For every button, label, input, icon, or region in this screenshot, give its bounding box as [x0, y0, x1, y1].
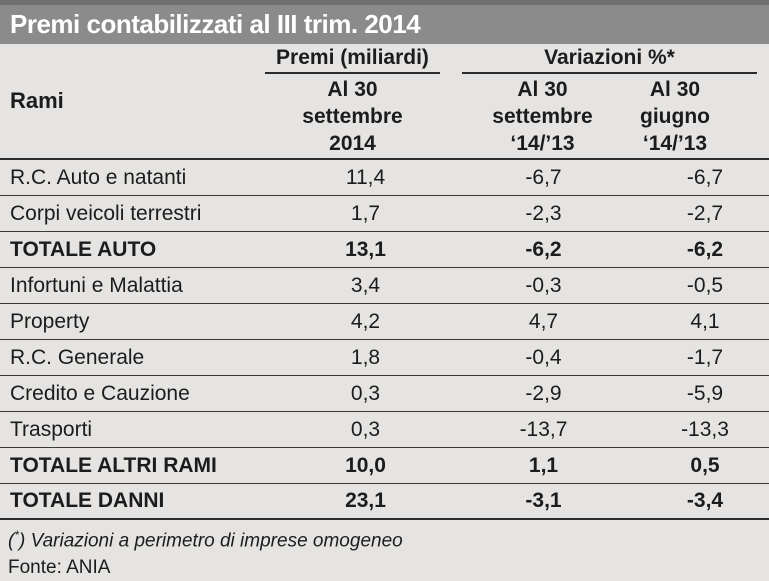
cell-ramo: TOTALE ALTRI RAMI — [10, 453, 217, 477]
table-header: Rami Premi (miliardi) Variazioni %* Al 3… — [0, 44, 769, 160]
cell-premi: 4,2 — [350, 309, 381, 333]
table-row: Trasporti 0,3 -13,7 -13,3 — [0, 412, 769, 448]
cell-ramo: Infortuni e Malattia — [10, 273, 183, 297]
group-header-premi: Premi (miliardi) — [265, 44, 440, 74]
cell-premi: 23,1 — [345, 489, 386, 512]
cell-ramo: Credito e Cauzione — [10, 381, 190, 405]
cell-premi: 0,3 — [350, 417, 381, 441]
column-header-var-giugno: Al 30 giugno ‘14/’13 — [640, 78, 710, 155]
source-line: Fonte: ANIA — [8, 557, 111, 579]
table-row-totale-altri-rami: TOTALE ALTRI RAMI 10,0 1,1 0,5 — [0, 448, 769, 484]
cell-premi: 11,4 — [345, 165, 386, 189]
table-row: Corpi veicoli terrestri 1,7 -2,3 -2,7 — [0, 196, 769, 232]
cell-var-giugno: -6,7 — [686, 165, 724, 189]
cell-premi: 1,8 — [350, 345, 381, 369]
group-header-variazioni: Variazioni %* — [462, 44, 757, 74]
cell-var-settembre: -0,3 — [525, 273, 562, 297]
cell-var-giugno: -1,7 — [686, 345, 724, 369]
cell-var-settembre: -3,1 — [525, 489, 562, 512]
table-row: R.C. Generale 1,8 -0,4 -1,7 — [0, 340, 769, 376]
table-row: Credito e Cauzione 0,3 -2,9 -5,9 — [0, 376, 769, 412]
cell-ramo: R.C. Auto e natanti — [10, 165, 187, 189]
cell-ramo: TOTALE AUTO — [10, 237, 157, 261]
page-title: Premi contabilizzati al III trim. 2014 — [10, 9, 421, 39]
cell-var-settembre: -2,9 — [525, 381, 562, 405]
cell-premi: 10,0 — [345, 453, 386, 477]
cell-premi: 13,1 — [345, 237, 386, 261]
cell-var-giugno: -5,9 — [686, 381, 724, 405]
footnote: (*) Variazioni a perimetro di imprese om… — [8, 528, 403, 552]
column-header-rami: Rami — [10, 88, 64, 113]
column-header-var-settembre: Al 30 settembre ‘14/’13 — [492, 78, 593, 155]
column-header-premi-2014: Al 30 settembre 2014 — [302, 78, 403, 155]
cell-ramo: Property — [10, 309, 90, 333]
cell-ramo: Corpi veicoli terrestri — [10, 201, 202, 225]
cell-premi: 1,7 — [350, 201, 381, 225]
table-row: Infortuni e Malattia 3,4 -0,3 -0,5 — [0, 268, 769, 304]
cell-ramo: Trasporti — [10, 417, 93, 441]
cell-var-giugno: 4,1 — [690, 309, 720, 333]
footnote-text: Variazioni a perimetro di imprese omogen… — [30, 530, 403, 552]
cell-premi: 3,4 — [350, 273, 381, 297]
table-row-totale-danni: TOTALE DANNI 23,1 -3,1 -3,4 — [0, 484, 769, 520]
table-row-totale-auto: TOTALE AUTO 13,1 -6,2 -6,2 — [0, 232, 769, 268]
table-body: R.C. Auto e natanti 11,4 -6,7 -6,7 Corpi… — [0, 160, 769, 520]
cell-var-settembre: -6,7 — [525, 165, 562, 189]
cell-var-giugno: -13,3 — [681, 417, 729, 441]
cell-var-settembre: -13,7 — [519, 417, 568, 441]
cell-var-giugno: -0,5 — [686, 273, 724, 297]
table-row: Property 4,2 4,7 4,1 — [0, 304, 769, 340]
cell-premi: 0,3 — [350, 381, 381, 405]
cell-var-settembre: -2,3 — [525, 201, 562, 225]
cell-var-settembre: 4,7 — [528, 309, 559, 333]
footnote-asterisk: * — [14, 528, 19, 542]
cell-var-giugno: -6,2 — [686, 237, 724, 261]
cell-var-giugno: 0,5 — [690, 453, 720, 477]
cell-ramo: TOTALE DANNI — [10, 489, 165, 512]
cell-var-settembre: -0,4 — [525, 345, 562, 369]
cell-var-giugno: -3,4 — [686, 489, 724, 512]
cell-ramo: R.C. Generale — [10, 345, 145, 369]
cell-var-settembre: -6,2 — [525, 237, 562, 261]
table-row: R.C. Auto e natanti 11,4 -6,7 -6,7 — [0, 160, 769, 196]
cell-var-settembre: 1,1 — [528, 453, 559, 477]
cell-var-giugno: -2,7 — [686, 201, 724, 225]
title-bar: Premi contabilizzati al III trim. 2014 — [0, 0, 769, 44]
